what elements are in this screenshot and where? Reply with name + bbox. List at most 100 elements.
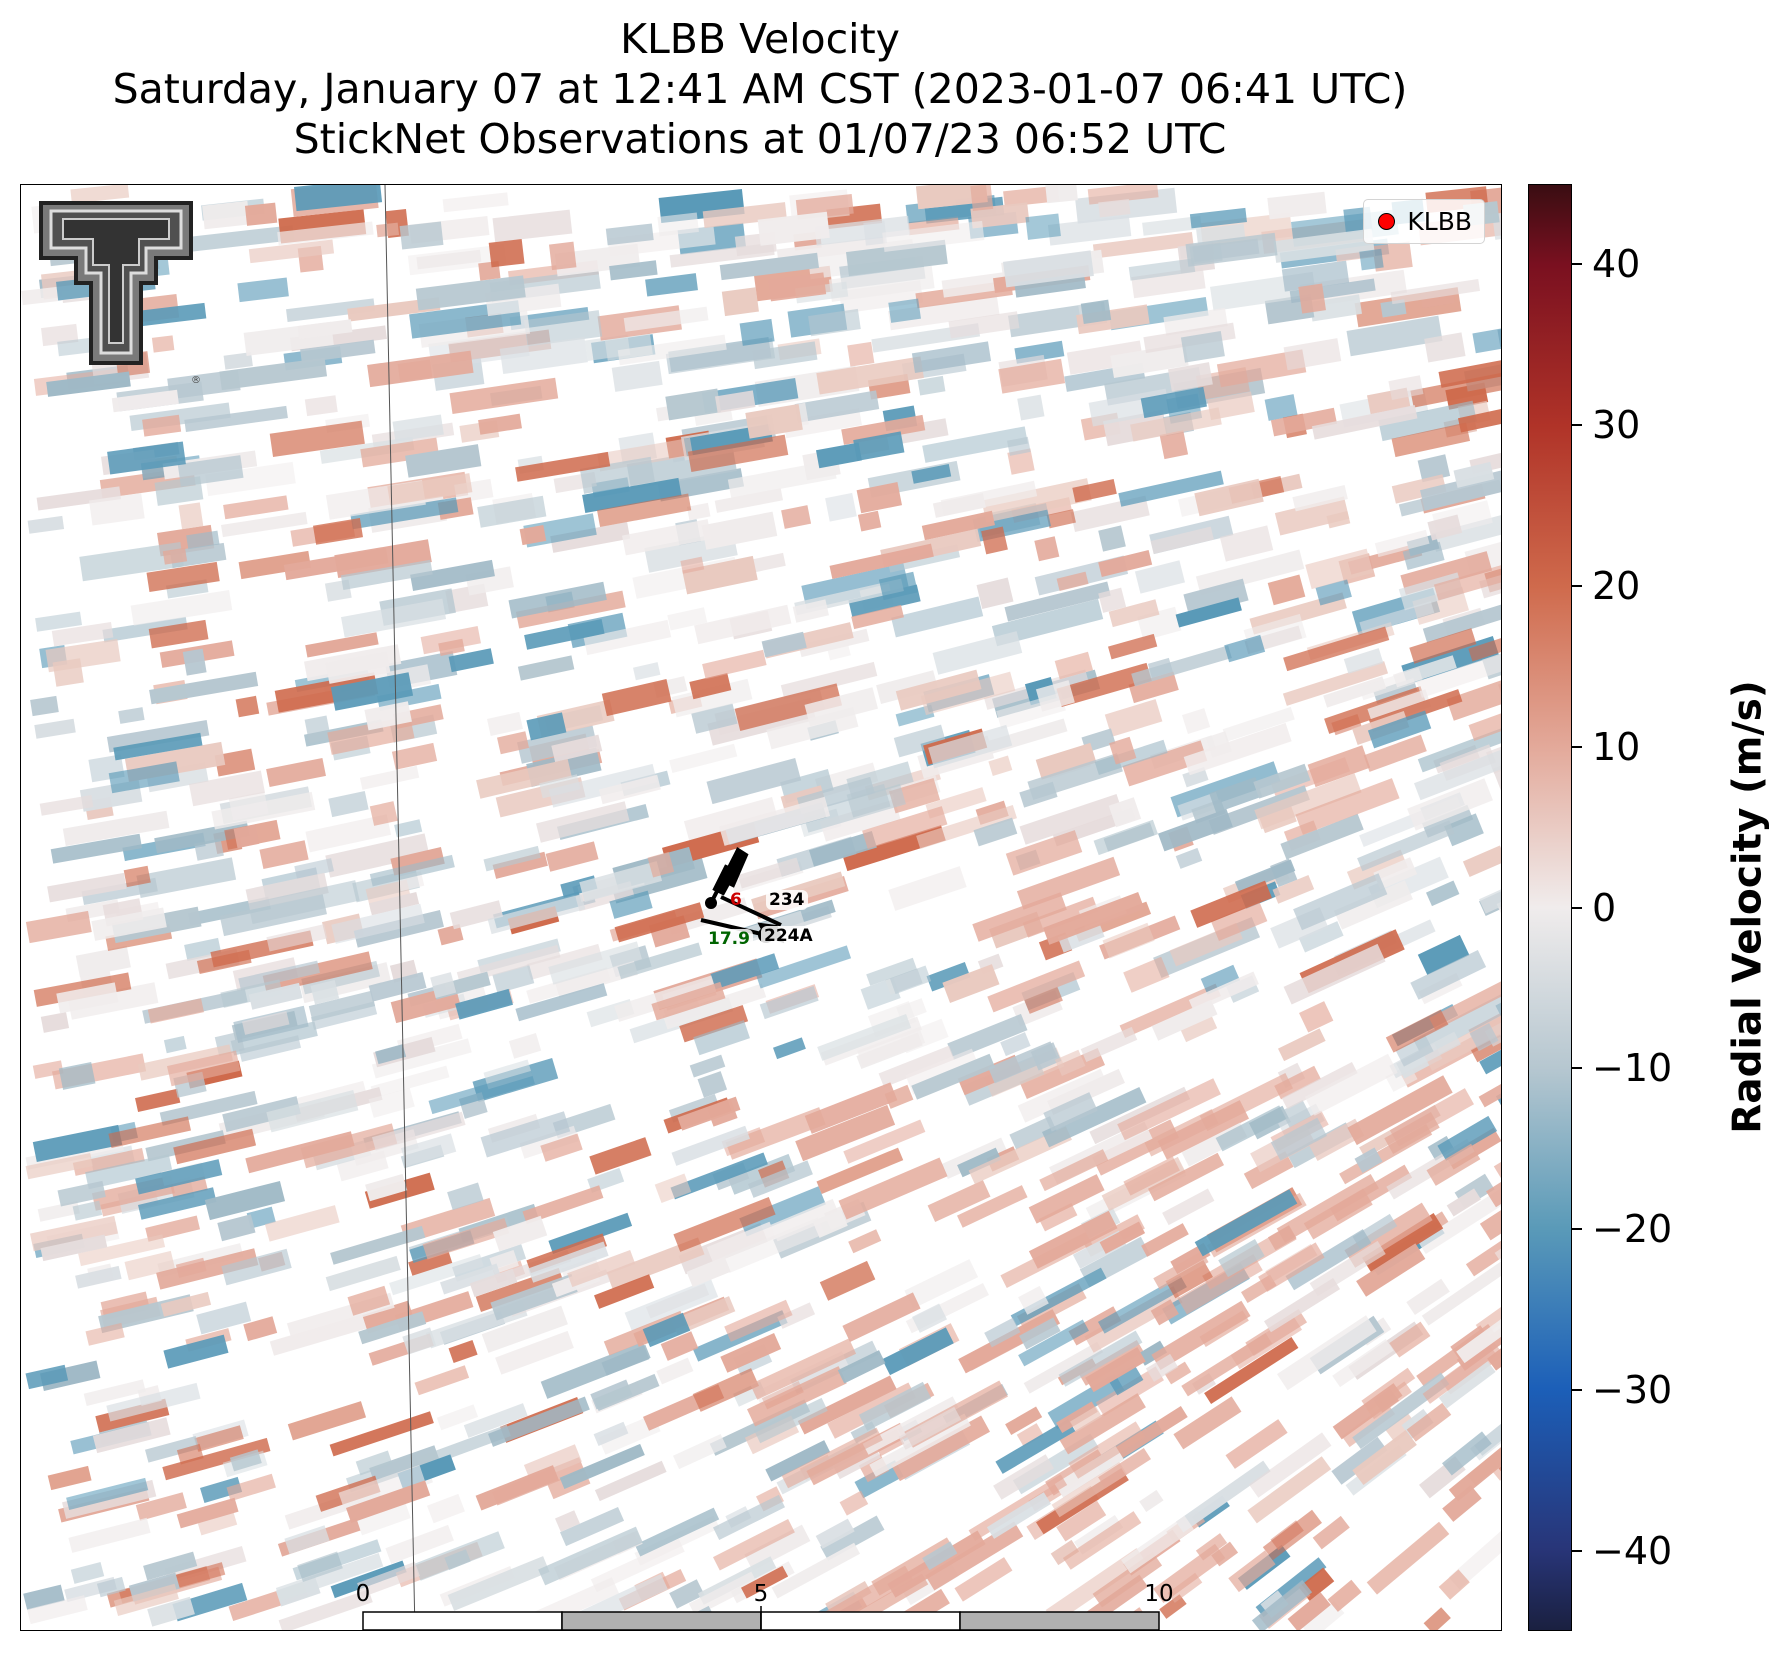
- radar-gate: [285, 298, 376, 323]
- radar-gate: [1247, 1456, 1332, 1524]
- radar-gate: [893, 724, 947, 758]
- radar-gate: [725, 1107, 826, 1160]
- radar-gate: [911, 341, 992, 374]
- radar-gate: [480, 1111, 571, 1158]
- radar-gate: [70, 1561, 105, 1584]
- radar-gate: [360, 437, 440, 468]
- radar-gate: [680, 556, 705, 574]
- radar-gate: [1130, 407, 1222, 442]
- radar-gate: [1147, 1152, 1225, 1202]
- radar-gate: [1276, 1174, 1379, 1243]
- radar-gate: [102, 616, 188, 643]
- radar-gate: [1346, 849, 1408, 890]
- radar-gate: [1093, 819, 1158, 856]
- radar-gate: [1092, 1119, 1180, 1176]
- radar-gate: [214, 748, 256, 777]
- radar-gate: [710, 953, 780, 990]
- radar-gate: [1006, 436, 1031, 456]
- station-234-label[interactable]: 234: [766, 890, 808, 910]
- radar-gate: [220, 979, 283, 1008]
- radar-gate: [1085, 1347, 1146, 1393]
- radar-gate: [957, 1147, 1002, 1178]
- radar-gate: [517, 655, 575, 681]
- radar-gate: [118, 707, 145, 724]
- radar-map-panel[interactable]: ® KLBB 6 234 17.9 224A 0: [20, 184, 1502, 1631]
- radar-gate: [1468, 630, 1501, 662]
- radar-gate: [1469, 1023, 1499, 1052]
- radar-gate: [146, 561, 220, 592]
- radar-gate: [878, 571, 918, 601]
- radar-gate: [538, 1526, 643, 1586]
- radar-gate: [993, 1454, 1055, 1500]
- scale-bar: [362, 1606, 1160, 1630]
- radar-gate: [549, 241, 577, 271]
- radar-gate: [528, 1241, 609, 1283]
- radar-gate: [151, 335, 175, 353]
- radar-gate: [1262, 1509, 1323, 1561]
- radar-gate: [1150, 1299, 1179, 1326]
- radar-gate: [739, 1186, 826, 1237]
- radar-gate: [221, 511, 308, 538]
- radar-gate: [1056, 571, 1089, 592]
- radar-gate: [682, 555, 758, 595]
- radar-gate: [1019, 794, 1123, 845]
- radar-gate: [1177, 791, 1222, 821]
- radar-gate: [548, 941, 642, 985]
- radar-gate: [1302, 1600, 1345, 1630]
- radar-gate: [917, 375, 946, 396]
- radar-gate: [154, 476, 204, 506]
- radar-gate: [414, 1531, 505, 1581]
- radar-gate: [205, 461, 296, 497]
- radar-gate: [820, 1515, 885, 1561]
- radar-gate: [328, 791, 369, 818]
- radar-gate: [449, 377, 559, 414]
- radar-gate: [594, 1460, 667, 1502]
- radar-gate: [1038, 1203, 1078, 1232]
- radar-gate: [706, 758, 802, 805]
- radar-gate: [1251, 1580, 1313, 1630]
- radar-gate: [669, 242, 775, 268]
- radar-gate: [863, 220, 888, 246]
- radar-gate: [1385, 1009, 1449, 1053]
- radar-gate: [1204, 1337, 1299, 1404]
- radar-gate: [394, 819, 423, 838]
- colorbar-tick-label: 30: [1592, 403, 1641, 448]
- radar-gate: [1151, 1300, 1251, 1371]
- radar-gate: [338, 1464, 426, 1510]
- radar-gate: [25, 1364, 69, 1390]
- radar-gate: [745, 403, 803, 439]
- radar-gate: [1151, 999, 1218, 1041]
- radar-gate: [660, 1331, 699, 1361]
- radar-gate: [1164, 1361, 1192, 1385]
- radar-gate: [1188, 971, 1259, 1013]
- radar-gate: [697, 1071, 728, 1098]
- station-234-wind-barb: [705, 847, 749, 909]
- radar-gate: [842, 1292, 921, 1342]
- radar-gate: [1258, 1242, 1325, 1292]
- radar-gate: [325, 1255, 401, 1292]
- station-224a-value: 17.9: [705, 929, 753, 949]
- radar-gate: [1438, 1361, 1496, 1409]
- colorbar-tick-mark: [1572, 745, 1582, 748]
- radar-gate: [428, 1070, 535, 1115]
- radar-gate: [47, 1465, 92, 1491]
- radar-gate: [202, 200, 250, 230]
- radar-gate: [1417, 1186, 1501, 1255]
- radar-gate: [488, 1396, 590, 1447]
- radar-gate: [1062, 1511, 1142, 1570]
- radar-gate: [1047, 1373, 1125, 1430]
- radar-gate: [1272, 875, 1315, 904]
- radar-gate: [1050, 1539, 1080, 1566]
- radar-gate: [866, 957, 917, 986]
- radar-gate: [438, 638, 465, 656]
- legend-label: KLBB: [1407, 207, 1472, 236]
- radar-gate: [111, 389, 179, 413]
- radar-gate: [449, 900, 504, 930]
- radar-gate: [419, 1424, 511, 1469]
- station-224a-label[interactable]: 224A: [761, 926, 816, 946]
- radar-gate: [1479, 563, 1501, 599]
- colorbar: [1528, 184, 1572, 1631]
- radar-gate: [1218, 1238, 1265, 1278]
- radar-gate: [159, 1090, 258, 1126]
- radar-gate: [389, 1254, 484, 1296]
